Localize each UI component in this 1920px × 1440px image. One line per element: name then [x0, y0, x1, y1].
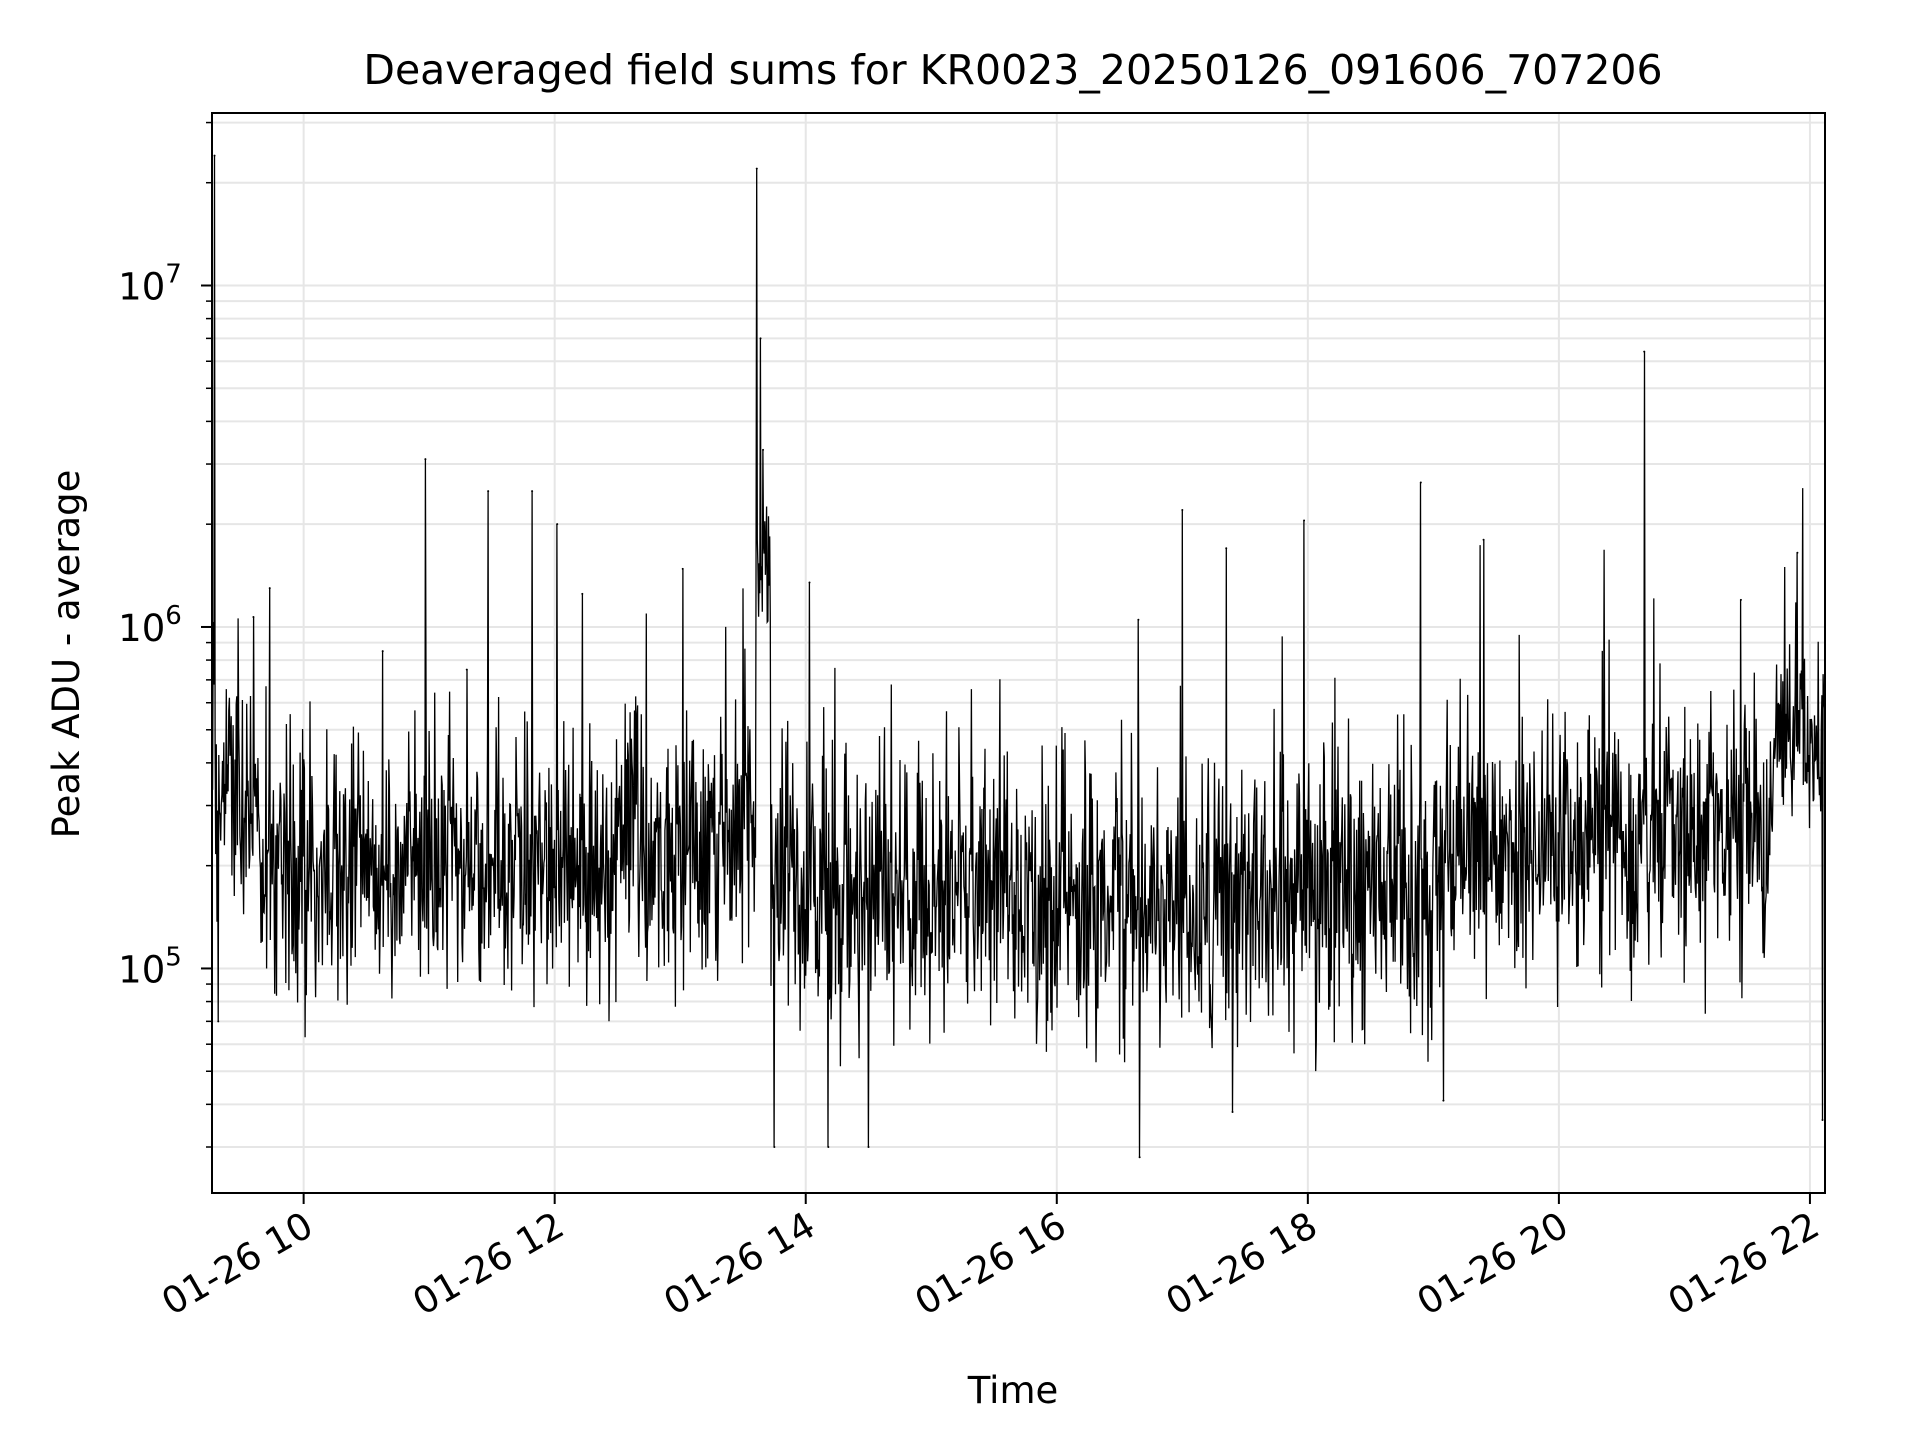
- peak-point: [424, 458, 427, 461]
- y-tick-label: 106: [118, 601, 182, 650]
- data-series-line: [211, 155, 1826, 1158]
- peak-point: [681, 567, 684, 570]
- peak-point: [808, 581, 811, 584]
- peak-point: [1482, 538, 1485, 541]
- peak-point: [1137, 618, 1140, 621]
- data-line-group: [211, 154, 1826, 1159]
- peak-point: [487, 490, 490, 493]
- dip-point: [1138, 1156, 1141, 1159]
- y-tick-label: 105: [118, 942, 182, 991]
- peak-point: [755, 167, 758, 170]
- dip-point: [1231, 1110, 1234, 1113]
- peak-point: [217, 1020, 220, 1023]
- dip-point: [773, 1146, 776, 1149]
- peak-point: [1225, 547, 1228, 550]
- peak-point: [1303, 519, 1306, 522]
- peak-point: [465, 668, 468, 671]
- peak-point: [762, 448, 765, 451]
- peak-point: [531, 490, 534, 493]
- plot-frame: [211, 112, 1826, 1194]
- x-axis-label: Time: [967, 1369, 1059, 1412]
- dip-point: [1442, 1099, 1445, 1102]
- grid: [212, 113, 1825, 1193]
- dip-point: [867, 1146, 870, 1149]
- dip-point: [827, 1146, 830, 1149]
- peak-point: [1739, 598, 1742, 601]
- chart-title: Deaveraged field sums for KR0023_2025012…: [363, 46, 1662, 94]
- peak-point: [556, 523, 559, 526]
- peak-point: [381, 650, 384, 653]
- peak-point: [1643, 350, 1646, 353]
- dip-point: [1821, 1118, 1824, 1121]
- peak-point: [213, 154, 216, 157]
- peak-point: [268, 587, 271, 590]
- peak-point: [1796, 551, 1799, 554]
- peak-point: [1181, 509, 1184, 512]
- peak-point: [581, 592, 584, 595]
- y-axis-label: Peak ADU - average: [45, 470, 88, 839]
- peak-point: [1419, 481, 1422, 484]
- y-tick-label: 107: [118, 259, 182, 308]
- peak-point: [252, 615, 255, 618]
- peak-point: [759, 337, 762, 340]
